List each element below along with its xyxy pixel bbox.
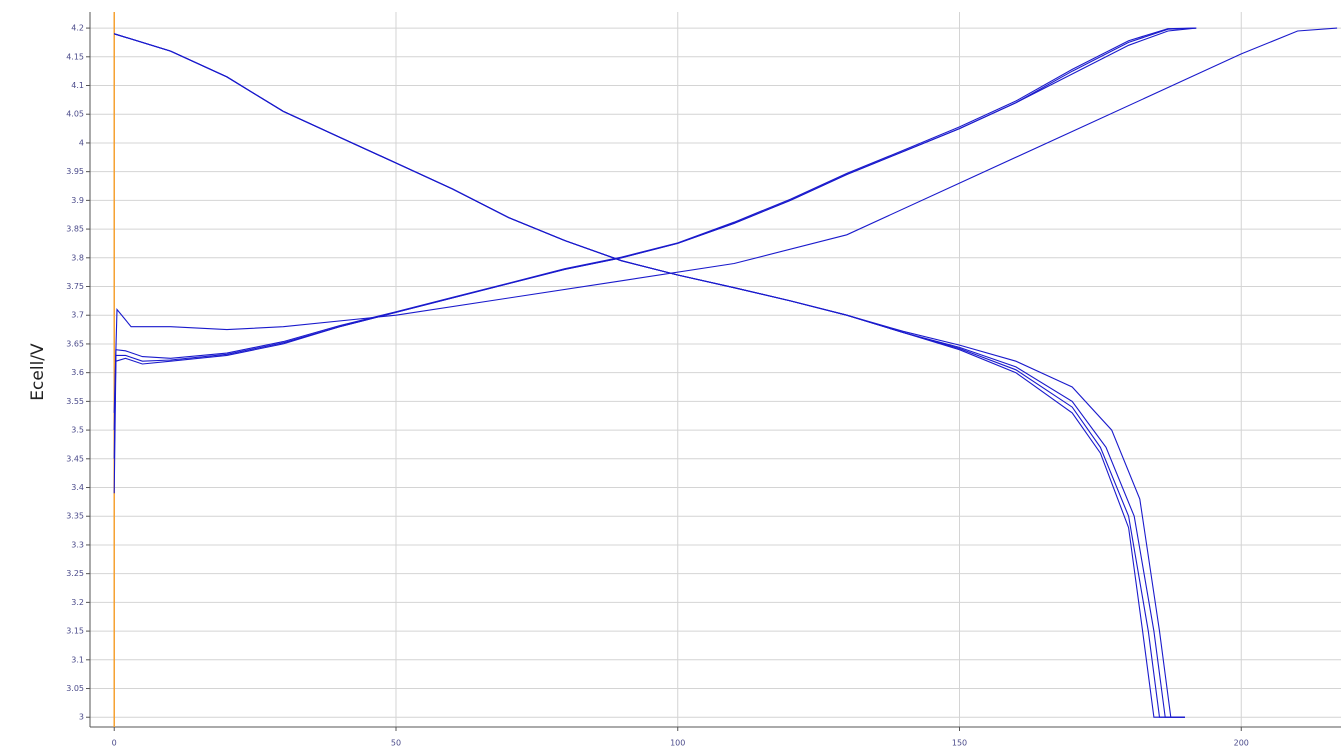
y-tick-label: 3.65 [66, 339, 84, 348]
x-tick-label: 200 [1234, 739, 1249, 748]
data-line [113, 27, 1197, 494]
y-tick-label: 3.3 [71, 540, 84, 549]
y-tick-label: 4.15 [66, 52, 84, 61]
data-line [114, 33, 1185, 718]
x-tick-label: 150 [952, 739, 967, 748]
y-tick-label: 3.1 [71, 655, 84, 664]
y-tick-label: 4.05 [66, 110, 84, 119]
y-tick-label: 4.2 [71, 24, 84, 33]
y-tick-label: 3 [79, 713, 84, 722]
y-tick-label: 3.45 [66, 454, 84, 463]
y-tick-label: 3.75 [66, 282, 84, 291]
y-tick-label: 3.15 [66, 627, 84, 636]
y-tick-label: 3.05 [66, 684, 84, 693]
y-tick-label: 3.55 [66, 397, 84, 406]
y-tick-label: 3.7 [71, 311, 84, 320]
y-tick-label: 3.8 [71, 253, 84, 262]
y-tick-label: 3.9 [71, 196, 84, 205]
y-tick-label: 3.4 [71, 483, 84, 492]
y-tick-label: 3.25 [66, 569, 84, 578]
y-tick-label: 3.95 [66, 167, 84, 176]
data-line [114, 33, 1185, 718]
x-tick-label: 50 [391, 739, 401, 748]
data-line [113, 27, 1197, 431]
data-line [113, 27, 1338, 413]
y-tick-label: 3.2 [71, 598, 84, 607]
y-tick-label: 3.5 [71, 426, 84, 435]
y-tick-label: 4 [79, 138, 84, 147]
y-tick-label: 3.85 [66, 225, 84, 234]
x-tick-label: 100 [670, 739, 685, 748]
x-tick-label: 0 [112, 739, 117, 748]
data-line [113, 27, 1197, 459]
y-axis-label: Ecell/V [28, 343, 48, 401]
y-tick-label: 3.35 [66, 512, 84, 521]
y-tick-label: 4.1 [71, 81, 84, 90]
y-tick-label: 3.6 [71, 368, 84, 377]
